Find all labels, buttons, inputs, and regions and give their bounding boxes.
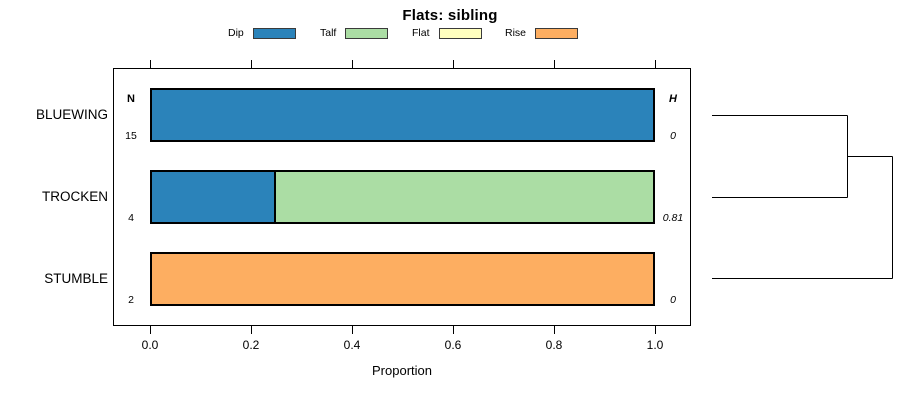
h-value-bluewing: 0	[670, 130, 676, 142]
y-axis-label-stumble: STUMBLE	[44, 271, 108, 286]
x-axis-top-tick	[655, 60, 656, 68]
legend-item-flat: Flat	[412, 26, 482, 40]
legend-swatch-flat	[438, 27, 482, 39]
x-axis-top-tick	[453, 60, 454, 68]
chart-title: Flats: sibling	[402, 7, 498, 24]
legend-item-rise: Rise	[505, 26, 579, 40]
x-axis-top-tick	[150, 60, 151, 68]
x-axis-tick-label: 1.0	[646, 338, 664, 352]
legend-swatch-dip	[252, 27, 296, 39]
legend-item-dip: Dip	[228, 26, 296, 40]
x-axis-top-tick	[251, 60, 252, 68]
x-axis-bottom-tick	[655, 326, 656, 334]
x-axis-tick-label: 0.4	[343, 338, 361, 352]
x-axis-bottom-tick	[453, 326, 454, 334]
x-axis-tick-label: 0.8	[545, 338, 563, 352]
n-value-bluewing: 15	[125, 130, 137, 142]
h-value-trocken: 0.81	[662, 212, 684, 224]
legend-swatch-talf	[345, 27, 389, 39]
x-axis-tick-label: 0.0	[141, 338, 159, 352]
bar-row-trocken	[150, 170, 655, 224]
y-axis-label-bluewing: BLUEWING	[35, 107, 108, 122]
legend-item-label: Flat	[412, 27, 430, 39]
x-axis-bottom-tick	[352, 326, 353, 334]
bar-row-stumble	[150, 252, 655, 306]
h-column-header: H	[669, 93, 677, 105]
x-axis-tick-label: 0.6	[444, 338, 462, 352]
x-axis-title: Proportion	[372, 363, 432, 378]
x-axis-bottom-tick	[251, 326, 252, 334]
bar-row-bluewing	[150, 88, 655, 142]
x-axis-top-tick	[352, 60, 353, 68]
y-axis-label-trocken: TROCKEN	[41, 189, 108, 204]
legend-swatch-rise	[535, 27, 579, 39]
n-column-header: N	[127, 93, 135, 105]
bar-segment-talf	[276, 170, 655, 224]
h-value-stumble: 0	[670, 294, 676, 306]
legend-item-label: Rise	[505, 27, 527, 39]
n-value-trocken: 4	[128, 212, 134, 224]
x-axis-bottom-tick	[554, 326, 555, 334]
legend-item-label: Talf	[320, 27, 337, 39]
legend-item-talf: Talf	[320, 26, 389, 40]
dendrogram-links	[712, 115, 893, 279]
bar-segment-rise	[150, 252, 655, 306]
legend-item-label: Dip	[228, 27, 244, 39]
bar-segment-dip	[150, 88, 655, 142]
x-axis-bottom-tick	[150, 326, 151, 334]
x-axis-tick-label: 0.2	[242, 338, 260, 352]
x-axis-top-tick	[554, 60, 555, 68]
n-value-stumble: 2	[128, 294, 134, 306]
bar-segment-dip	[150, 170, 277, 224]
